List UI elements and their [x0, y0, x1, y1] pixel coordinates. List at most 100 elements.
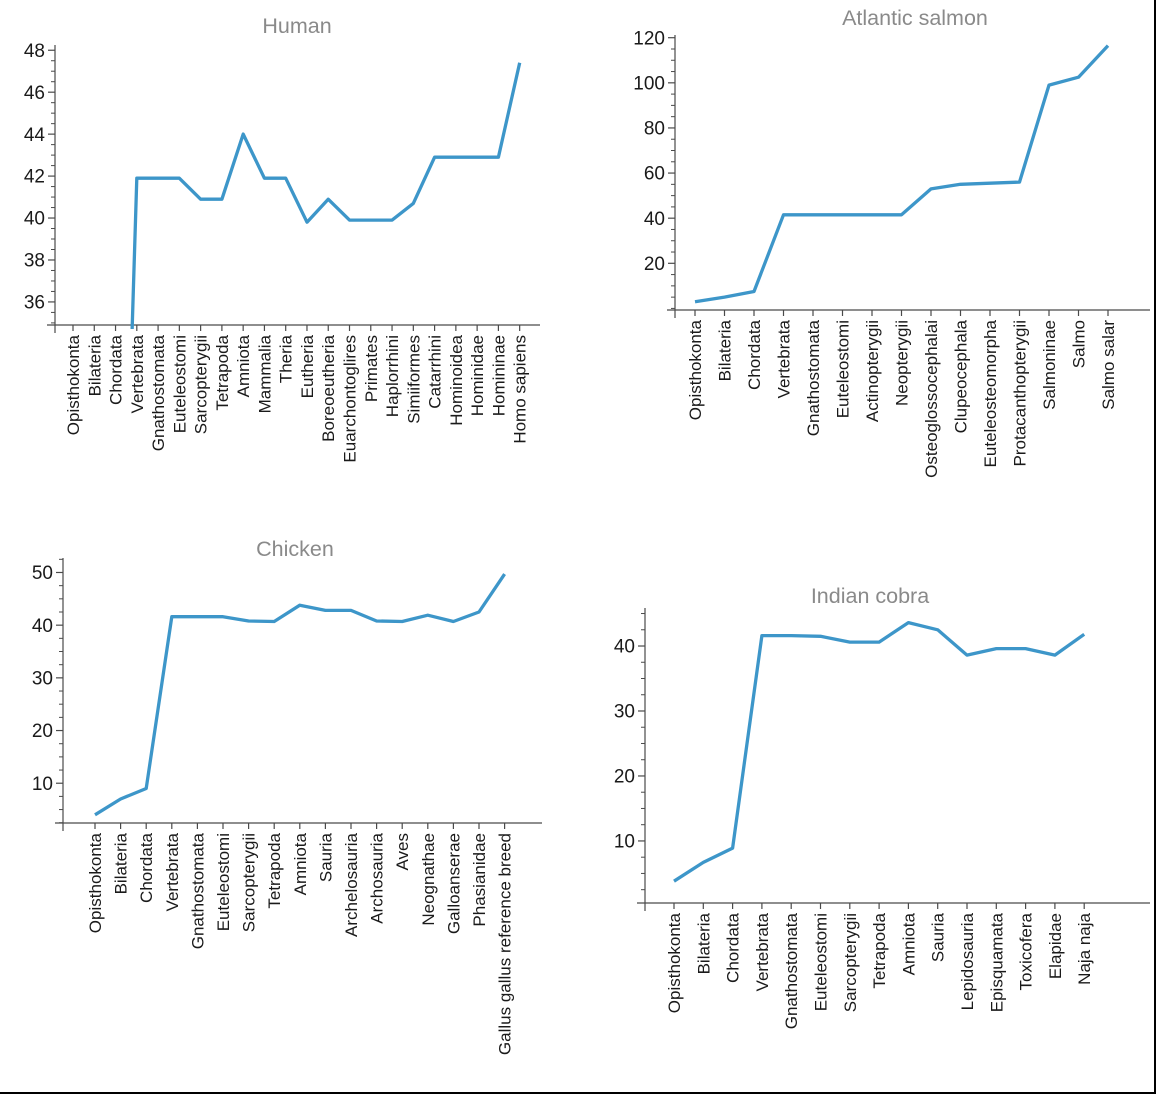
y-tick-label: 46 [24, 83, 45, 104]
y-tick-label: 36 [24, 293, 45, 314]
y-tick-label: 20 [32, 721, 53, 742]
series-line [673, 620, 1086, 883]
x-category-label: Gnathostomata [149, 334, 168, 451]
axes [667, 35, 1150, 318]
chart-title: Chicken [256, 537, 334, 561]
x-category-label: Lepidosauria [958, 912, 977, 1010]
x-category-label: Homininae [489, 335, 508, 416]
x-category-label: Chordata [137, 832, 156, 902]
x-category-label: Archosauria [368, 832, 387, 923]
y-tick-label: 42 [24, 167, 45, 188]
x-category-label: Amniota [899, 912, 918, 975]
y-tick-label: 44 [24, 125, 46, 146]
x-category-label: Theria [277, 334, 296, 383]
x-category-label: Galloanserae [444, 833, 463, 934]
x-category-label: Euarchontoglires [341, 335, 360, 463]
x-category-label: Episquamata [987, 912, 1006, 1012]
y-tick-label: 40 [24, 209, 45, 230]
y-tick-label: 100 [633, 73, 665, 94]
y-tick-label: 20 [644, 254, 665, 275]
x-category-label: Opisthokonta [686, 319, 705, 420]
y-tick-label: 20 [614, 767, 635, 788]
chart-title: Indian cobra [811, 584, 929, 608]
x-category-label: Tetrapoda [213, 334, 232, 410]
x-category-label: Gnathostomata [782, 912, 801, 1029]
x-category-label: Osteoglossocephalai [922, 320, 941, 478]
x-axis-ticks: Opisthokonta Bilateria Chordata Vertebrata G… [665, 903, 1094, 1029]
y-tick-label: 30 [614, 702, 635, 723]
x-category-label: Mammalia [255, 334, 274, 413]
chart-title: Human [262, 14, 331, 38]
x-category-label: Bilateria [716, 319, 735, 381]
x-category-label: Hominoidea [447, 334, 466, 425]
series-line [694, 44, 1110, 304]
x-axis-ticks: Opisthokonta Bilateria Chordata Vertebrata G… [64, 325, 530, 463]
y-tick-label: 38 [24, 251, 45, 272]
chart-indian-cobra: Indian cobra 10 20 30 40 Opisthokonta Bilateri… [614, 584, 1150, 1029]
x-axis-ticks: Opisthokonta Bilateria Chordata Vertebrata G… [86, 823, 515, 1055]
x-category-label: Salmo [1070, 320, 1089, 368]
x-category-label: Chordata [107, 334, 126, 404]
x-category-label: Hominidae [468, 335, 487, 416]
x-category-label: Gallus gallus reference breed [496, 833, 515, 1055]
x-category-label: Primates [362, 335, 381, 402]
x-category-label: Gnathostomata [188, 832, 207, 949]
x-category-label: Chordata [724, 912, 743, 982]
x-axis-ticks: Opisthokonta Bilateria Chordata Vertebrata G… [686, 310, 1118, 478]
y-axis-ticks: 10 20 30 40 50 [32, 558, 63, 824]
y-tick-label: 40 [644, 209, 665, 230]
y-axis-ticks: 36 38 40 42 44 46 48 [24, 41, 55, 324]
x-category-label: Clupeocephala [952, 319, 971, 433]
x-category-label: Homo sapiens [511, 335, 530, 444]
x-category-label: Vertebrata [775, 319, 794, 398]
x-category-label: Bilateria [85, 334, 104, 396]
y-tick-label: 40 [32, 616, 53, 637]
x-category-label: Bilateria [694, 912, 713, 974]
x-category-label: Aves [393, 833, 412, 871]
x-category-label: Actinopterygii [863, 320, 882, 422]
x-category-label: Protacanthopterygii [1011, 320, 1030, 466]
axes [47, 45, 540, 333]
x-category-label: Euteleostomi [170, 335, 189, 433]
x-category-label: Opisthokonta [64, 334, 83, 435]
y-tick-label: 10 [32, 774, 53, 795]
y-tick-label: 40 [614, 637, 635, 658]
chart-chicken: Chicken 10 20 30 40 50 Opisthokonta Bilateria Ch… [32, 537, 542, 1055]
x-category-label: Tetrapoda [265, 832, 284, 908]
x-category-label: Eutheria [298, 334, 317, 398]
x-category-label: Naja naja [1075, 912, 1094, 984]
x-category-label: Vertebrata [163, 832, 182, 911]
x-category-label: Sauria [316, 832, 335, 882]
y-tick-label: 80 [644, 119, 665, 140]
x-category-label: Neopterygii [893, 320, 912, 406]
x-category-label: Vertebrata [753, 912, 772, 991]
x-category-label: Opisthokonta [665, 912, 684, 1013]
x-category-label: Opisthokonta [86, 832, 105, 933]
x-category-label: Boreoeutheria [319, 334, 338, 441]
y-axis-ticks: 20 40 60 80 100 120 [633, 28, 675, 309]
x-category-label: Vertebrata [128, 334, 147, 413]
series-line [94, 573, 506, 817]
x-category-label: Tetrapoda [870, 912, 889, 988]
chart-title: Atlantic salmon [842, 6, 988, 30]
y-axis-ticks: 10 20 30 40 [614, 613, 645, 891]
y-tick-label: 10 [614, 832, 635, 853]
y-tick-label: 60 [644, 164, 665, 185]
y-tick-label: 120 [633, 28, 665, 49]
x-category-label: Salmo salar [1099, 320, 1118, 410]
x-category-label: Phasianidae [470, 833, 489, 927]
x-category-label: Sauria [929, 912, 948, 962]
x-category-label: Sarcopterygii [841, 913, 860, 1012]
x-category-label: Euteleosteomorpha [981, 319, 1000, 467]
x-category-label: Gnathostomata [804, 319, 823, 436]
x-category-label: Chordata [745, 319, 764, 389]
y-tick-label: 50 [32, 563, 53, 584]
x-category-label: Amniota [234, 334, 253, 397]
x-category-label: Neognathae [419, 833, 438, 926]
x-category-label: Sarcopterygii [192, 335, 211, 434]
x-category-label: Sarcopterygii [240, 833, 259, 932]
x-category-label: Bilateria [112, 832, 131, 894]
x-category-label: Catarrhini [426, 335, 445, 409]
